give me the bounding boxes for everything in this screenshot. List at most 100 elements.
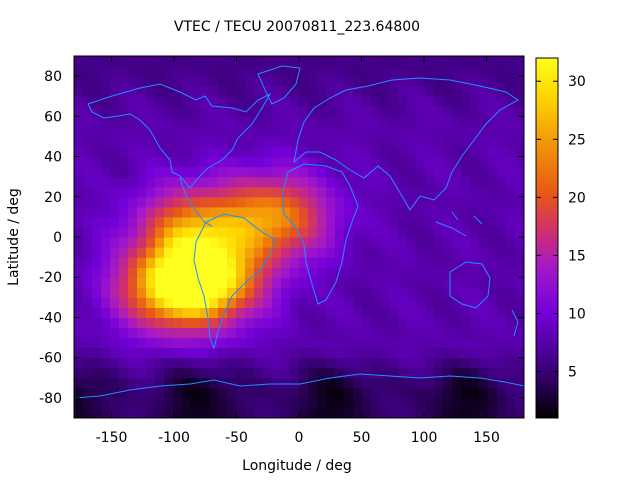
- heatmap-cell: [146, 86, 156, 97]
- heatmap-cell: [227, 56, 237, 67]
- heatmap-cell: [461, 76, 471, 87]
- heatmap-cell: [380, 216, 390, 228]
- heatmap-cell: [398, 387, 408, 399]
- heatmap-cell: [371, 166, 381, 178]
- heatmap-cell: [497, 257, 507, 268]
- heatmap-cell: [119, 267, 129, 278]
- heatmap-cell: [263, 357, 273, 369]
- heatmap-cell: [416, 76, 426, 87]
- heatmap-cell: [407, 387, 417, 399]
- heatmap-cell: [407, 176, 417, 188]
- heatmap-cell: [461, 86, 471, 97]
- heatmap-cell: [290, 397, 300, 409]
- heatmap-cell: [191, 96, 201, 107]
- heatmap-cell: [326, 267, 336, 278]
- heatmap-cell: [164, 196, 174, 208]
- heatmap-cell: [461, 96, 471, 107]
- heatmap-cell: [317, 237, 327, 248]
- heatmap-cell: [416, 317, 426, 329]
- heatmap-cell: [74, 116, 84, 127]
- heatmap-cell: [191, 317, 201, 329]
- heatmap-cell: [335, 277, 345, 288]
- heatmap-cell: [308, 126, 318, 138]
- heatmap-cell: [83, 357, 93, 369]
- heatmap-cell: [182, 247, 192, 258]
- heatmap-cell: [398, 407, 408, 418]
- heatmap-cell: [254, 337, 264, 349]
- heatmap-cell: [83, 196, 93, 208]
- heatmap-cell: [524, 307, 534, 318]
- heatmap-cell: [200, 186, 210, 198]
- heatmap-cell: [452, 367, 462, 379]
- heatmap-cell: [506, 257, 516, 268]
- heatmap-cell: [470, 287, 480, 298]
- heatmap-cell: [371, 126, 381, 138]
- heatmap-cell: [515, 337, 524, 349]
- heatmap-cell: [146, 226, 156, 238]
- heatmap-cell: [380, 317, 390, 329]
- colorbar-tick-label: 10: [568, 306, 586, 322]
- heatmap-cell: [200, 257, 210, 268]
- heatmap-cell: [326, 226, 336, 238]
- heatmap-cell: [83, 216, 93, 228]
- heatmap-cell: [506, 146, 516, 158]
- heatmap-cell: [425, 337, 435, 349]
- colorbar-tick-label: 20: [568, 190, 586, 206]
- heatmap-cell: [425, 367, 435, 379]
- heatmap-cell: [407, 267, 417, 278]
- heatmap-cell: [524, 388, 534, 399]
- heatmap-cell: [506, 66, 516, 77]
- heatmap-cell: [209, 397, 219, 409]
- heatmap-cell: [92, 156, 102, 168]
- heatmap-cell: [506, 237, 516, 248]
- heatmap-cell: [326, 166, 336, 178]
- heatmap-cell: [488, 96, 498, 107]
- heatmap-cell: [110, 337, 120, 349]
- heatmap-cell: [425, 327, 435, 339]
- heatmap-cell: [425, 86, 435, 97]
- heatmap-cell: [119, 347, 129, 359]
- heatmap-cell: [335, 387, 345, 399]
- heatmap-cell: [236, 56, 246, 67]
- heatmap-cell: [470, 186, 480, 198]
- heatmap-cell: [74, 297, 84, 308]
- heatmap-cell: [191, 146, 201, 158]
- heatmap-cell: [497, 277, 507, 288]
- heatmap-cell: [254, 86, 264, 97]
- heatmap-cell: [137, 156, 147, 168]
- heatmap-cell: [101, 367, 111, 379]
- heatmap-cell: [263, 76, 273, 87]
- heatmap-cell: [209, 106, 219, 117]
- heatmap-cell: [173, 397, 183, 409]
- heatmap-cell: [353, 317, 363, 329]
- heatmap-cell: [182, 317, 192, 329]
- heatmap-cell: [416, 367, 426, 379]
- heatmap-cell: [497, 106, 507, 117]
- heatmap-cell: [344, 367, 354, 379]
- heatmap-cell: [506, 357, 516, 369]
- heatmap-cell: [119, 277, 129, 288]
- heatmap-cell: [74, 387, 84, 399]
- heatmap-cell: [218, 387, 228, 399]
- heatmap-cell: [191, 257, 201, 268]
- heatmap-cell: [164, 237, 174, 248]
- heatmap-cell: [443, 96, 453, 107]
- heatmap-cell: [227, 387, 237, 399]
- heatmap-cell: [470, 116, 480, 127]
- heatmap-cell: [488, 66, 498, 77]
- heatmap-cell: [290, 86, 300, 97]
- heatmap-cell: [497, 377, 507, 389]
- heatmap-cell: [515, 166, 524, 178]
- heatmap-cell: [299, 66, 309, 77]
- heatmap-cell: [497, 136, 507, 148]
- heatmap-cell: [146, 377, 156, 389]
- coastline-australia: [449, 261, 491, 309]
- heatmap-cell: [461, 196, 471, 208]
- heatmap-cell: [281, 247, 291, 258]
- heatmap-cell: [245, 397, 255, 409]
- heatmap-cell: [227, 377, 237, 389]
- heatmap-cell: [515, 56, 524, 67]
- heatmap-cell: [209, 347, 219, 359]
- heatmap-cell: [74, 76, 84, 87]
- heatmap-cell: [182, 257, 192, 268]
